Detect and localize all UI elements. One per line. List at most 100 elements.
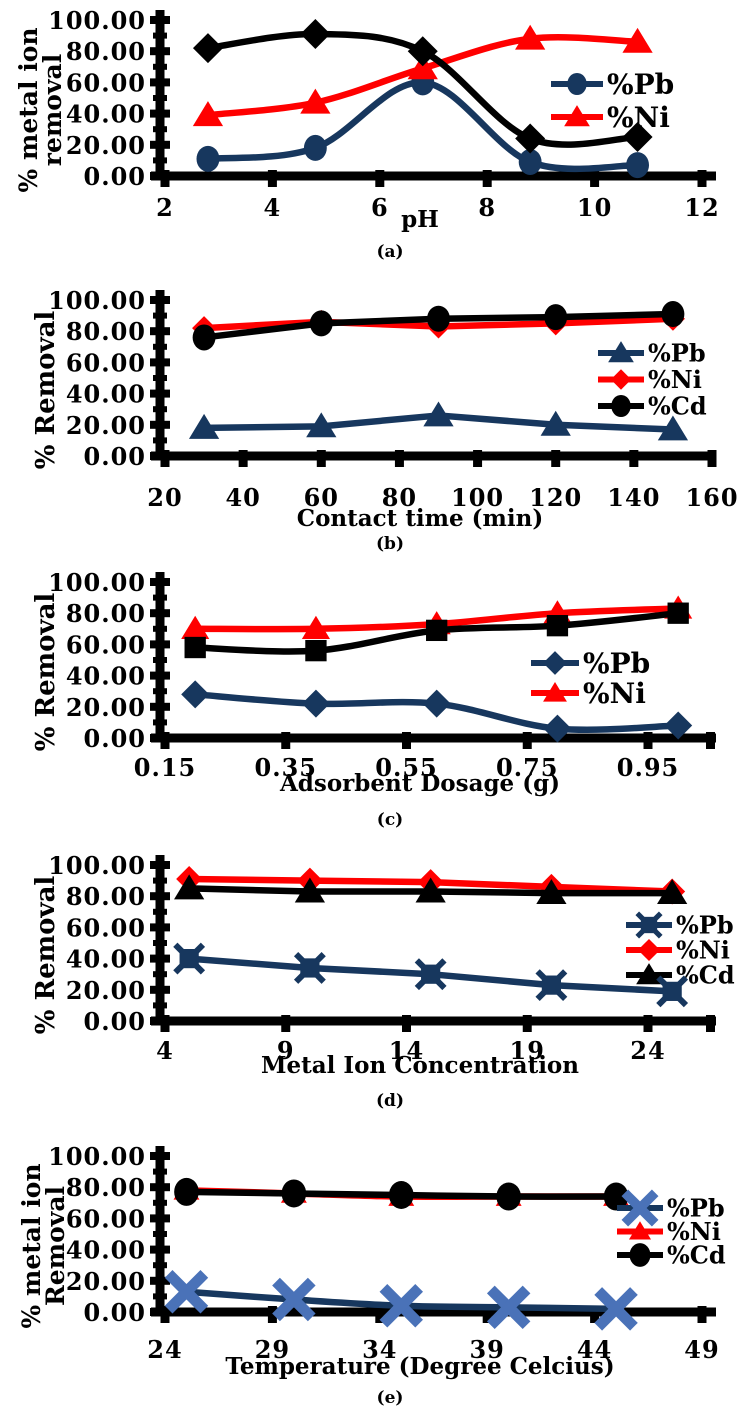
x-axis-tick xyxy=(697,1306,707,1323)
x-axis-tick xyxy=(160,732,170,749)
y-tick-label: 0.00 xyxy=(84,162,146,191)
series-%Cd xyxy=(192,301,685,351)
y-axis-tick xyxy=(150,1152,170,1160)
y-tick-label: 80.00 xyxy=(66,599,146,628)
y-axis-tick xyxy=(153,719,167,726)
x-axis-tick xyxy=(402,1015,411,1032)
y-axis-title-line: % Removal xyxy=(31,311,61,470)
series-%Cd xyxy=(174,1177,629,1211)
y-axis-title-line: removal xyxy=(38,54,67,166)
x-axis-tick xyxy=(482,1306,492,1323)
y-axis-tick xyxy=(153,406,167,413)
x-tick-label: 60 xyxy=(304,483,339,512)
y-tick-label: 40.00 xyxy=(66,100,146,129)
y-tick-label: 80.00 xyxy=(66,1173,146,1202)
legend-item: %Ni xyxy=(551,101,670,134)
y-tick-label: 100.00 xyxy=(48,286,146,315)
y-tick-label: 40.00 xyxy=(66,945,146,974)
y-axis-tick xyxy=(150,172,170,180)
chart-a: 0.00 20.00 40.00 60.00 80.00 100.00 2 4 6 8 10 12 pH… xyxy=(0,0,748,280)
legend-item: %Pb xyxy=(598,339,706,368)
legend-label: %Cd xyxy=(667,1241,726,1270)
legend: %Pb%Ni xyxy=(531,647,650,710)
y-axis-tick xyxy=(153,1262,167,1269)
y-axis-title-line: Removal xyxy=(41,1186,70,1306)
diamond-marker-icon xyxy=(622,122,653,152)
legend-item: %Cd xyxy=(626,961,735,990)
y-axis-tick xyxy=(150,47,170,56)
x-axis-tick xyxy=(267,1306,277,1323)
y-axis-tick xyxy=(153,1199,167,1206)
x-axis-tick xyxy=(281,1015,291,1032)
y-axis-tick xyxy=(150,1276,170,1285)
x-axis-tick xyxy=(551,450,561,467)
square-marker-icon xyxy=(667,602,689,624)
y-tick-label: 80.00 xyxy=(66,37,146,66)
y-axis-tick xyxy=(153,877,167,884)
x-axis-title: pH xyxy=(401,206,439,233)
chart-c-caption: (c) xyxy=(376,810,404,830)
x-axis-tick xyxy=(590,1306,600,1323)
diamond-marker-icon xyxy=(664,711,693,740)
square-marker-icon xyxy=(426,619,448,642)
legend-item: %Pb xyxy=(617,1189,725,1227)
y-tick-label: 20.00 xyxy=(66,131,146,160)
legend-label: %Cd xyxy=(676,961,735,990)
y-axis-tick xyxy=(153,157,167,164)
x-axis-tick xyxy=(697,170,707,187)
x-tick-labels: 2 4 6 8 10 12 xyxy=(156,193,719,222)
x-axis-tick xyxy=(238,450,248,467)
y-tick-label: 40.00 xyxy=(66,662,146,691)
legend-item: %Ni xyxy=(531,677,646,710)
axes xyxy=(150,290,717,467)
y-axis-title: % Removal xyxy=(31,593,61,752)
series-unlabeled xyxy=(184,602,689,662)
x-tick-label: 160 xyxy=(685,483,738,512)
y-tick-label: 60.00 xyxy=(66,630,146,659)
circle-marker-icon xyxy=(611,394,631,418)
axes xyxy=(150,10,716,187)
x-tick-labels: 4 9 14 19 24 xyxy=(156,1036,665,1065)
y-axis-tick xyxy=(153,126,167,133)
x-tick-label: 140 xyxy=(607,483,660,512)
diamond-marker-icon xyxy=(543,651,567,675)
x-axis-title: Metal Ion Concentration xyxy=(261,1052,579,1079)
diamond-marker-icon xyxy=(610,369,632,390)
y-axis-tick xyxy=(150,389,170,398)
chart-d: 0.00 20.00 40.00 60.00 80.00 100.00 4 9 14 19 24 Me… xyxy=(0,845,748,1130)
legend-label: %Pb xyxy=(667,1194,725,1223)
chart-a-caption: (a) xyxy=(376,242,404,262)
legend-label: %Ni xyxy=(648,365,702,394)
triangle-marker-icon xyxy=(415,877,446,903)
x-tick-label: 0.15 xyxy=(134,753,196,782)
y-axis-tick xyxy=(150,16,170,24)
y-axis-tick xyxy=(153,625,167,632)
legend-label: %Cd xyxy=(648,392,707,421)
series-%Pb xyxy=(181,680,693,743)
legend-label: %Pb xyxy=(607,68,674,101)
diamond-marker-icon xyxy=(422,689,451,718)
x-axis-tick xyxy=(590,170,600,187)
legend-label: %Ni xyxy=(667,1217,721,1246)
x-axis-tick xyxy=(482,170,492,187)
chart-e-caption: (e) xyxy=(376,1388,404,1408)
series-%Ni xyxy=(192,24,653,127)
y-axis-tick xyxy=(153,63,167,70)
x-tick-label: 0.55 xyxy=(375,753,437,782)
circle-marker-icon xyxy=(309,310,333,337)
circle-marker-icon xyxy=(544,304,568,331)
x-tick-label: 44 xyxy=(577,1335,612,1364)
y-axis-tick xyxy=(150,985,170,994)
x-axis-tick xyxy=(375,1306,385,1323)
y-axis-tick xyxy=(153,657,167,663)
x-tick-label: 100 xyxy=(451,483,504,512)
y-tick-label: 80.00 xyxy=(66,317,146,346)
legend-item: %Pb xyxy=(626,911,734,940)
